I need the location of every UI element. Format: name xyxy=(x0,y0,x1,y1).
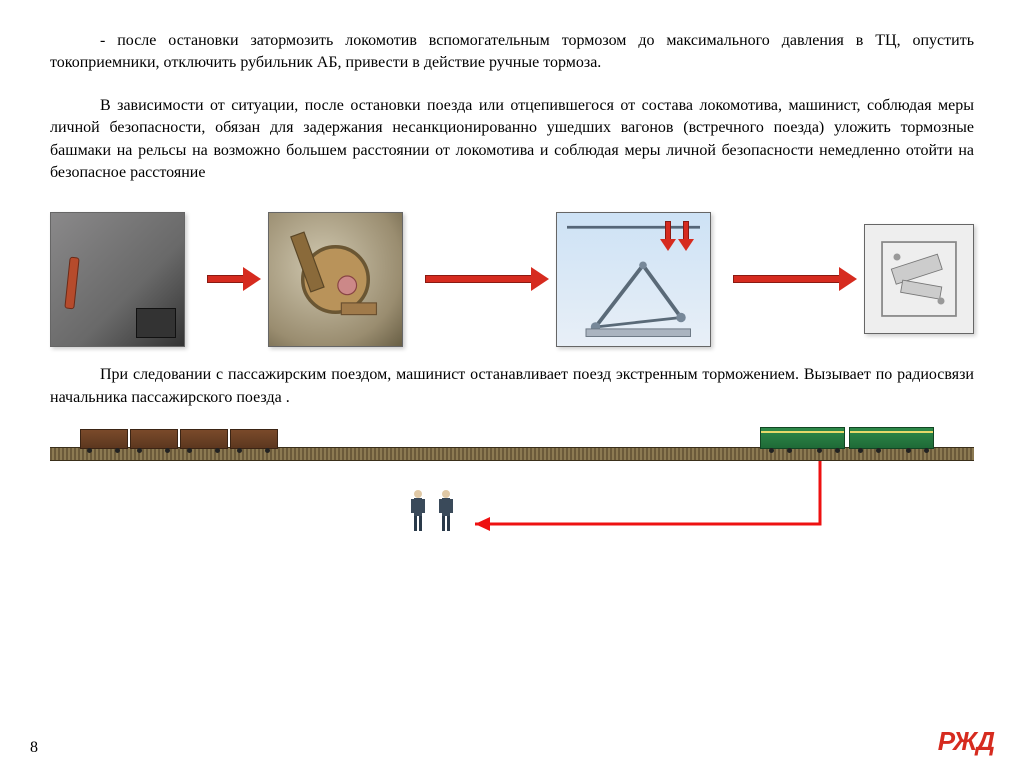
paragraph-2: В зависимости от ситуации, после останов… xyxy=(50,95,974,185)
arrow-icon xyxy=(425,271,535,287)
locomotives xyxy=(760,427,934,449)
personnel-figures xyxy=(410,489,454,533)
hopper-wagons xyxy=(80,429,278,449)
panel-cab-handbrake xyxy=(50,212,185,347)
paragraph-3: При следовании с пассажирским поездом, м… xyxy=(50,364,974,409)
down-arrow-pair xyxy=(662,221,692,251)
page-number: 8 xyxy=(30,739,38,757)
process-diagram xyxy=(50,204,974,354)
track-diagram xyxy=(50,429,974,599)
arrow-icon xyxy=(207,271,247,287)
rzd-logo: РЖД xyxy=(938,726,994,757)
paragraph-1: - после остановки затормозить локомотив … xyxy=(50,30,974,75)
arrow-icon xyxy=(733,271,843,287)
panel-brake-mechanism xyxy=(268,212,403,347)
panel-pantograph xyxy=(556,212,711,347)
panel-switch xyxy=(864,224,974,334)
